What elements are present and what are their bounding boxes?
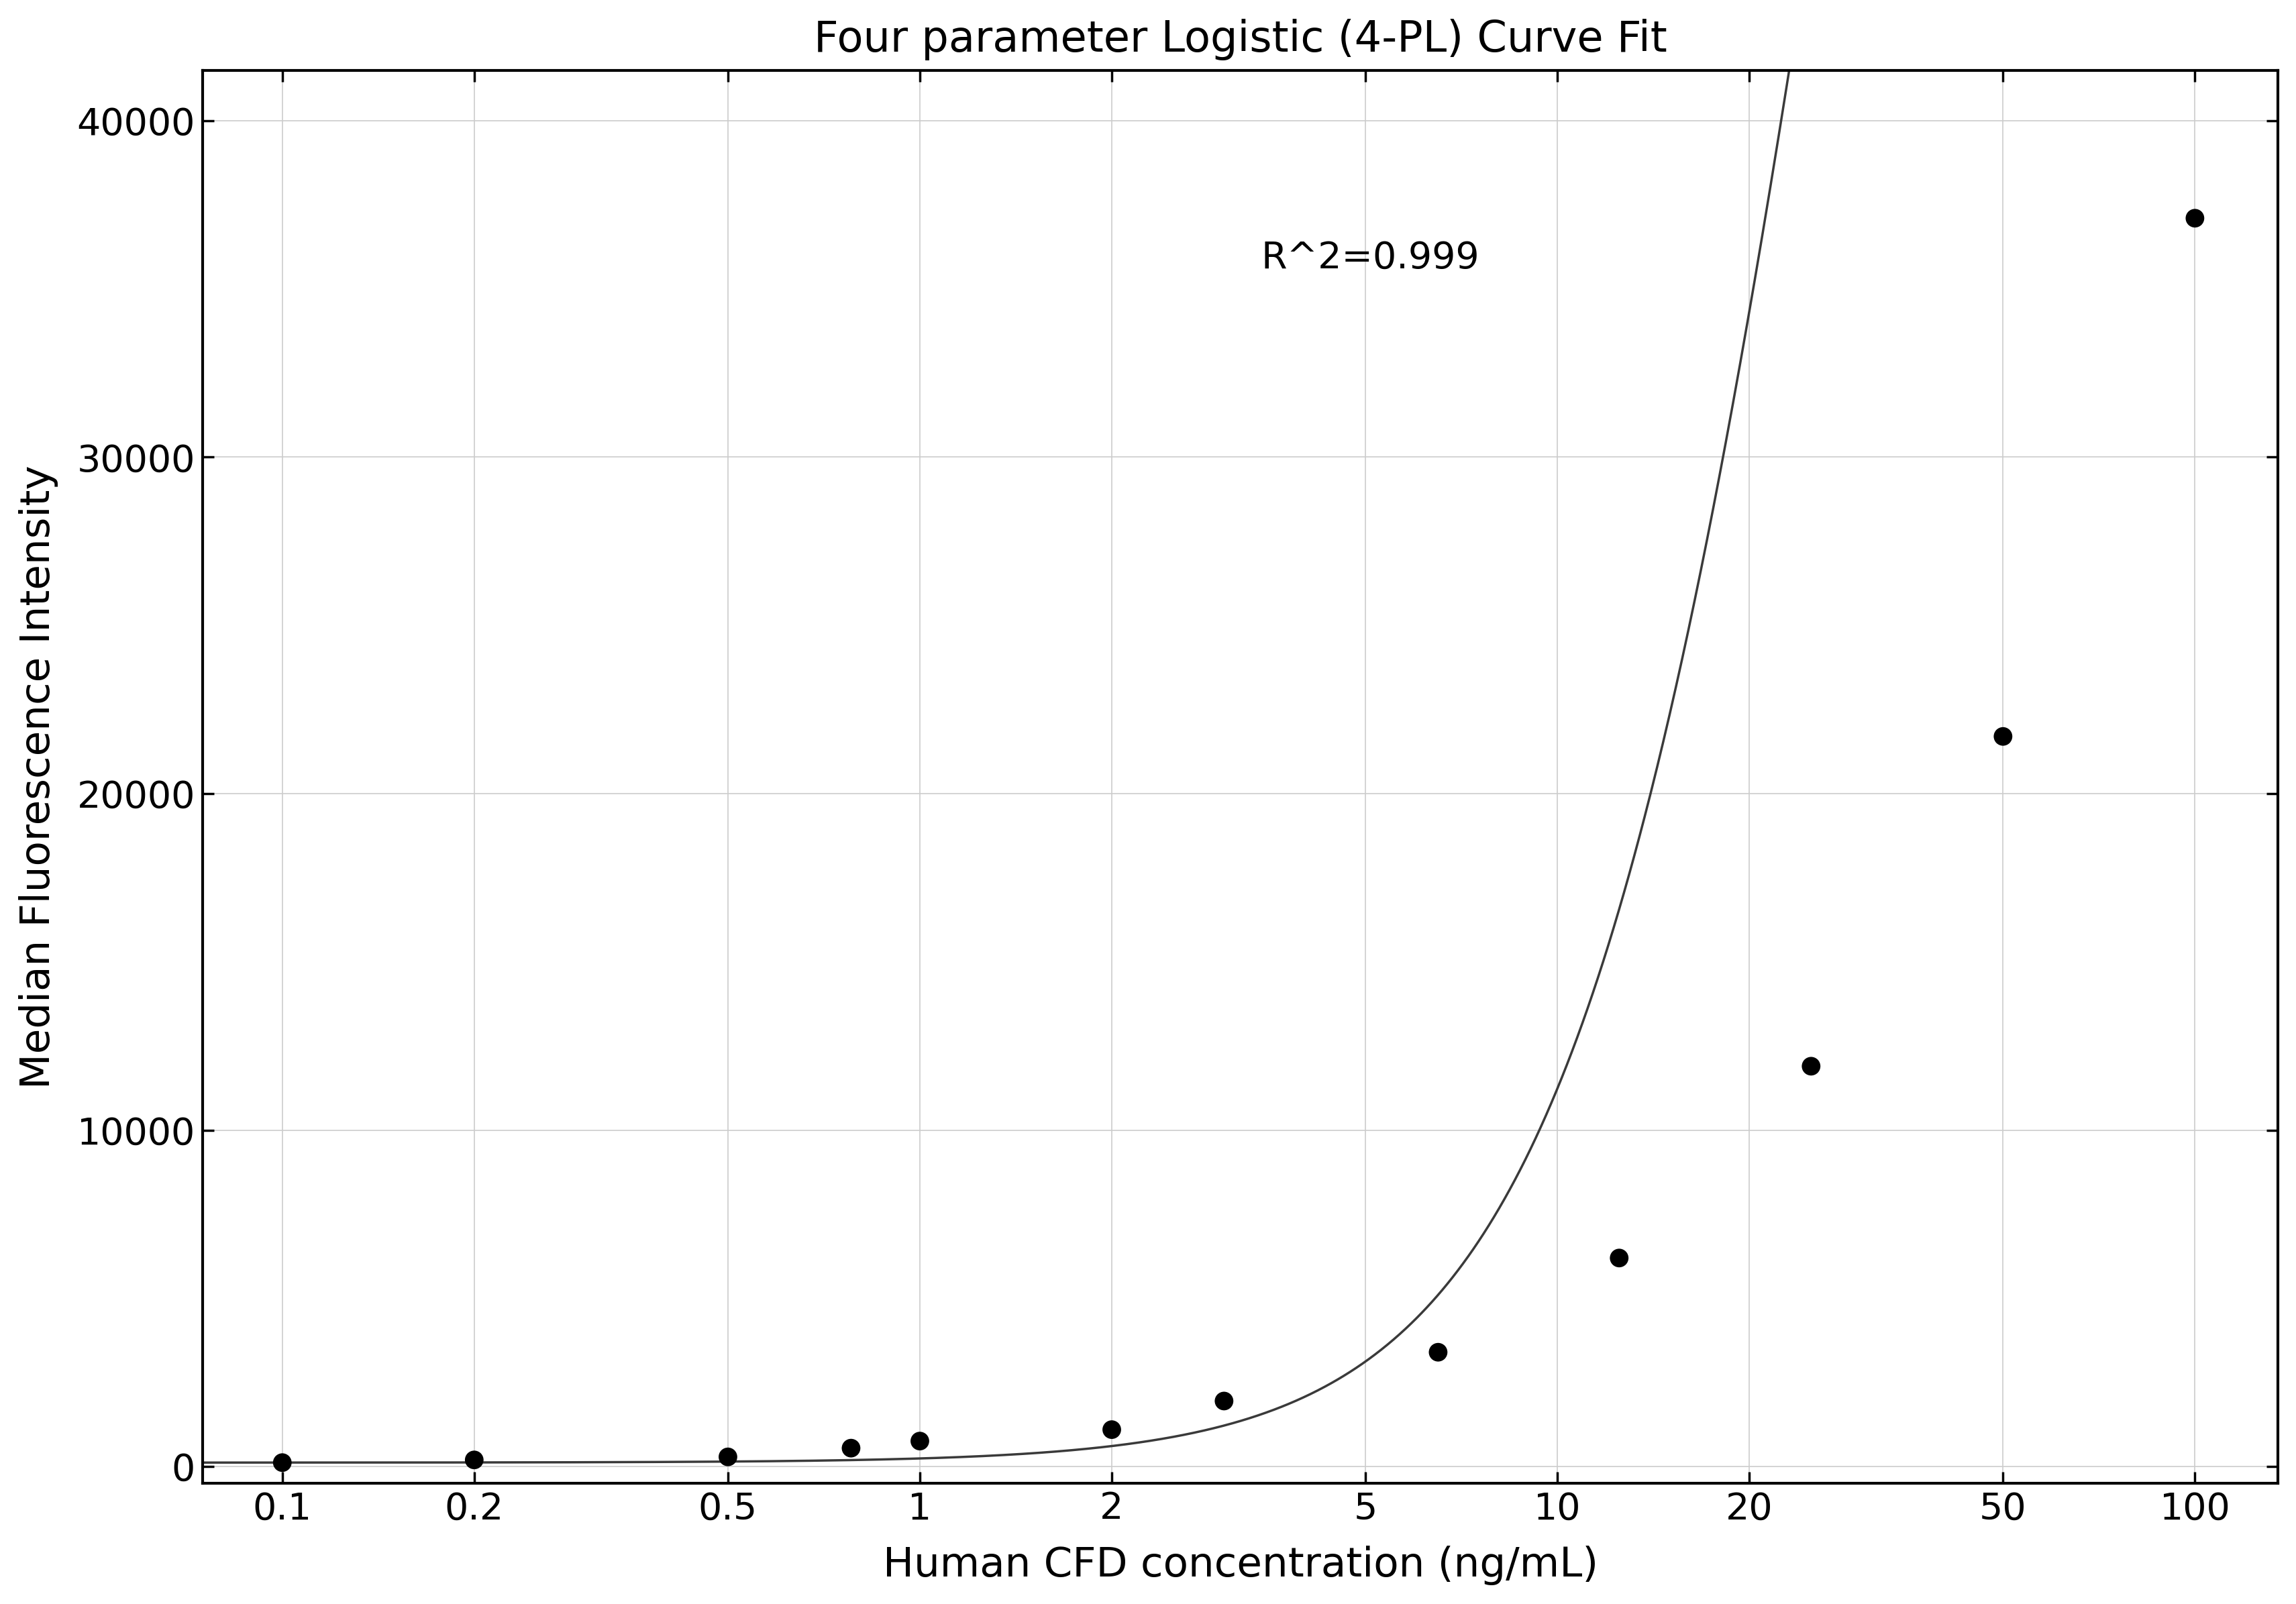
Point [455, 1447, 491, 1472]
Point [709, 1444, 746, 1469]
Point [1793, 1054, 1830, 1079]
Text: R^2=0.999: R^2=0.999 [1261, 239, 1479, 276]
Point [1984, 723, 2020, 749]
Point [833, 1436, 870, 1461]
Point [264, 1450, 301, 1476]
Point [902, 1428, 939, 1453]
Y-axis label: Median Fluorescence Intensity: Median Fluorescence Intensity [18, 465, 57, 1089]
Point [1600, 1245, 1637, 1270]
Point [2177, 205, 2213, 231]
Point [1093, 1416, 1130, 1442]
Point [1205, 1387, 1242, 1413]
Point [1419, 1339, 1456, 1365]
Title: Four parameter Logistic (4-PL) Curve Fit: Four parameter Logistic (4-PL) Curve Fit [813, 19, 1667, 61]
X-axis label: Human CFD concentration (ng/mL): Human CFD concentration (ng/mL) [882, 1546, 1598, 1585]
